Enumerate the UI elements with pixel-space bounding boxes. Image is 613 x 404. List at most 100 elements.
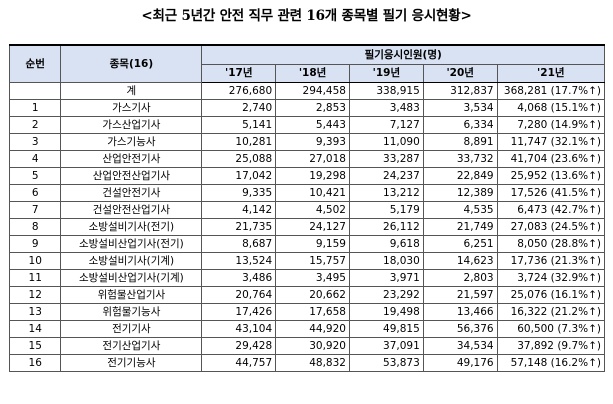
row-number: 7 <box>8 201 62 219</box>
year-value: 3,495 <box>275 269 350 287</box>
year-value: 25,088 <box>201 150 277 168</box>
item-name: 위험물산업기사 <box>60 286 203 304</box>
row-number: 5 <box>8 167 62 185</box>
row-number: 6 <box>8 184 62 202</box>
year-value: 17,042 <box>201 167 277 185</box>
total-row: 계 276,680 294,458 338,915 312,837 368,28… <box>8 82 606 100</box>
item-name: 건설안전기사 <box>60 184 203 202</box>
year-value: 21,735 <box>201 218 277 236</box>
table-row: 15 전기산업기사 29,428 30,920 37,091 34,534 37,892 (… <box>8 337 606 355</box>
total-value: 338,915 <box>348 82 424 100</box>
item-name: 건설안전산업기사 <box>60 201 203 219</box>
year-value: 6,334 <box>422 116 498 134</box>
year-value: 9,335 <box>201 184 277 202</box>
table-row: 6 건설안전기사 9,335 10,421 13,212 12,389 17,526 (41… <box>8 184 606 202</box>
item-name: 산업안전기사 <box>60 150 203 168</box>
year-value: 2,803 <box>422 269 498 287</box>
table-row: 12 위험물산업기사 20,764 20,662 23,292 21,597 25,076 … <box>8 286 606 304</box>
year-value: 6,473 (42.7%↑) <box>496 201 606 219</box>
total-value: 368,281 (17.7%↑) <box>496 82 606 100</box>
year-value: 4,535 <box>422 201 498 219</box>
year-value: 15,757 <box>275 252 350 270</box>
year-value: 11,090 <box>348 133 424 151</box>
year-value: 27,083 (24.5%↑) <box>496 218 606 236</box>
year-value: 37,091 <box>348 337 424 355</box>
year-value: 2,740 <box>201 99 277 117</box>
year-value: 4,502 <box>275 201 350 219</box>
year-value: 56,376 <box>422 320 498 338</box>
row-number: 14 <box>8 320 62 338</box>
year-value: 4,142 <box>201 201 277 219</box>
year-value: 23,292 <box>348 286 424 304</box>
year-value: 3,483 <box>348 99 424 117</box>
header-year: '20년 <box>422 64 498 83</box>
item-name: 전기기능사 <box>60 354 203 372</box>
item-name: 산업안전산업기사 <box>60 167 203 185</box>
year-value: 13,212 <box>348 184 424 202</box>
year-value: 10,421 <box>275 184 350 202</box>
year-value: 17,526 (41.5%↑) <box>496 184 606 202</box>
year-value: 26,112 <box>348 218 424 236</box>
year-value: 3,534 <box>422 99 498 117</box>
year-value: 21,597 <box>422 286 498 304</box>
row-number: 8 <box>8 218 62 236</box>
year-value: 3,971 <box>348 269 424 287</box>
year-value: 30,920 <box>275 337 350 355</box>
year-value: 25,952 (13.6%↑) <box>496 167 606 185</box>
table-row: 5 산업안전산업기사 17,042 19,298 24,237 22,849 25,952 … <box>8 167 606 185</box>
row-number: 16 <box>8 354 62 372</box>
year-value: 19,498 <box>348 303 424 321</box>
total-no-cell <box>8 82 62 100</box>
row-number: 1 <box>8 99 62 117</box>
table-row: 7 건설안전산업기사 4,142 4,502 5,179 4,535 6,473 (42.7… <box>8 201 606 219</box>
item-name: 가스기능사 <box>60 133 203 151</box>
year-value: 22,849 <box>422 167 498 185</box>
year-value: 19,298 <box>275 167 350 185</box>
header-year: '17년 <box>201 64 277 83</box>
row-number: 13 <box>8 303 62 321</box>
table-row: 9 소방설비산업기사(전기) 8,687 9,159 9,618 6,251 8,050 (… <box>8 235 606 253</box>
year-value: 10,281 <box>201 133 277 151</box>
row-number: 10 <box>8 252 62 270</box>
year-value: 4,068 (15.1%↑) <box>496 99 606 117</box>
year-value: 60,500 (7.3%↑) <box>496 320 606 338</box>
year-value: 33,287 <box>348 150 424 168</box>
item-name: 전기산업기사 <box>60 337 203 355</box>
year-value: 8,050 (28.8%↑) <box>496 235 606 253</box>
row-number: 9 <box>8 235 62 253</box>
year-value: 7,280 (14.9%↑) <box>496 116 606 134</box>
table-row: 2 가스산업기사 5,141 5,443 7,127 6,334 7,280 (14.9%↑… <box>8 116 606 134</box>
year-value: 17,736 (21.3%↑) <box>496 252 606 270</box>
year-value: 33,732 <box>422 150 498 168</box>
table-row: 8 소방설비기사(전기) 21,735 24,127 26,112 21,749 27,08… <box>8 218 606 236</box>
item-name: 소방설비기사(기계) <box>60 252 203 270</box>
year-value: 3,486 <box>201 269 277 287</box>
header-group: 필기응시인원(명) <box>201 44 605 65</box>
table-row: 14 전기기사 43,104 44,920 49,815 56,376 60,500 (7.… <box>8 320 606 338</box>
page-title: <최근 5년간 안전 직무 관련 16개 종목별 필기 응시현황> <box>141 8 472 24</box>
year-value: 13,524 <box>201 252 277 270</box>
total-label: 계 <box>60 82 203 100</box>
year-value: 9,393 <box>275 133 350 151</box>
table-row: 3 가스기능사 10,281 9,393 11,090 8,891 11,747 (32.1… <box>8 133 606 151</box>
header-item: 종목(16) <box>60 44 203 83</box>
total-value: 294,458 <box>275 82 350 100</box>
row-number: 11 <box>8 269 62 287</box>
table-row: 4 산업안전기사 25,088 27,018 33,287 33,732 41,704 (2… <box>8 150 606 168</box>
year-value: 24,127 <box>275 218 350 236</box>
year-value: 48,832 <box>275 354 350 372</box>
year-value: 53,873 <box>348 354 424 372</box>
year-value: 9,618 <box>348 235 424 253</box>
year-value: 21,749 <box>422 218 498 236</box>
year-value: 34,534 <box>422 337 498 355</box>
year-value: 44,920 <box>275 320 350 338</box>
year-value: 57,148 (16.2%↑) <box>496 354 606 372</box>
total-value: 312,837 <box>422 82 498 100</box>
year-value: 5,443 <box>275 116 350 134</box>
table-row: 10 소방설비기사(기계) 13,524 15,757 18,030 14,623 17,7… <box>8 252 606 270</box>
year-value: 3,724 (32.9%↑) <box>496 269 606 287</box>
year-value: 7,127 <box>348 116 424 134</box>
year-value: 37,892 (9.7%↑) <box>496 337 606 355</box>
item-name: 위험물기능사 <box>60 303 203 321</box>
